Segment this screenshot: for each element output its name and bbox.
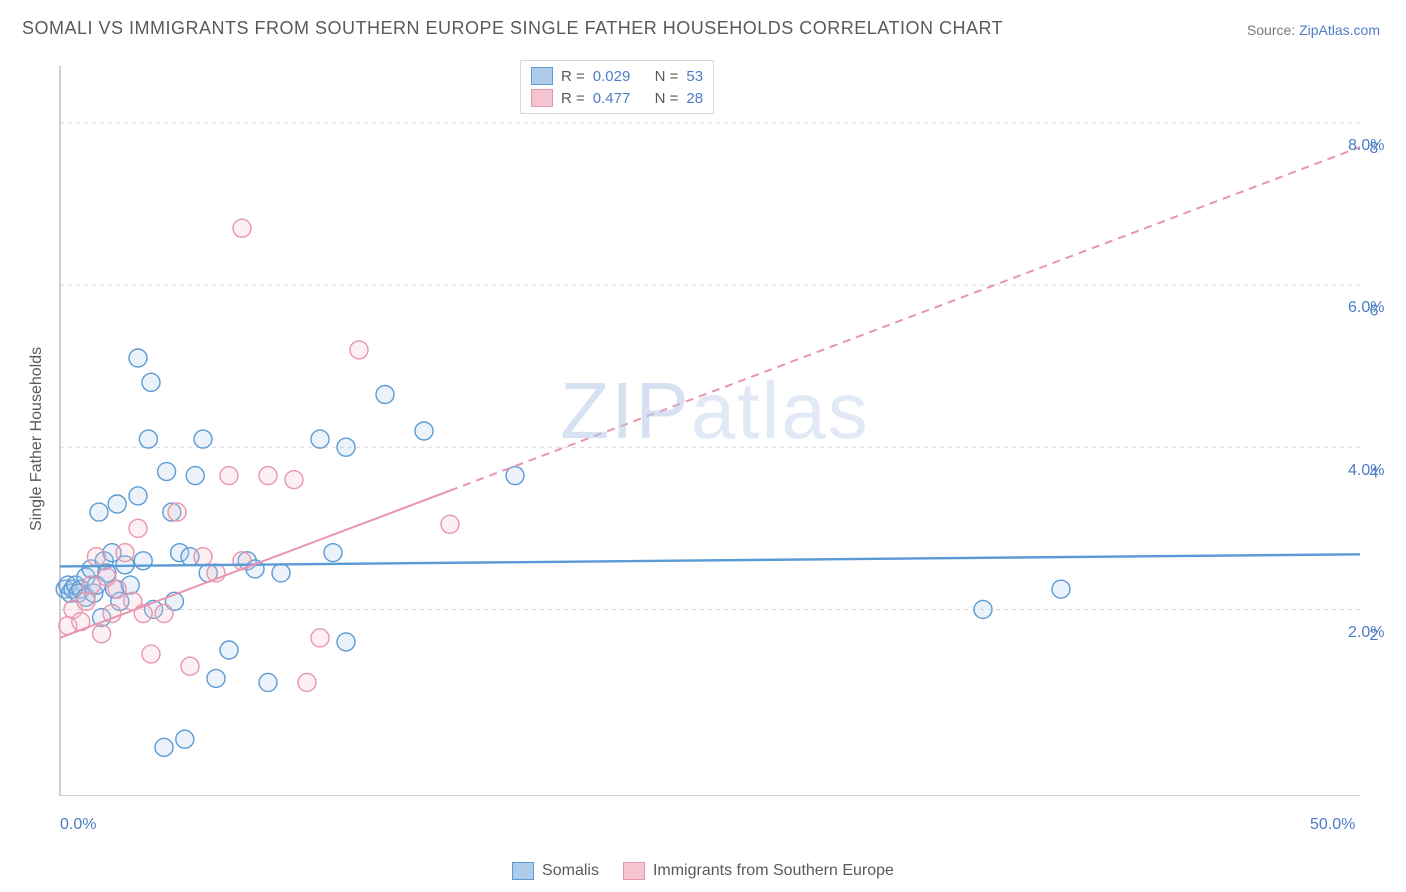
correlation-legend: R = 0.029 N = 53 R = 0.477 N = 28 xyxy=(520,60,714,114)
legend-swatch xyxy=(531,67,553,85)
legend-label: Somalis xyxy=(542,862,599,880)
n-label: N = xyxy=(655,90,679,107)
plot-area: ZIPatlas 2.0%4.0%6.0%8.0% R =0.029 N =53… xyxy=(50,56,1380,796)
legend-item: Immigrants from Southern Europe xyxy=(623,862,894,880)
series-legend: Somalis Immigrants from Southern Europe xyxy=(512,862,894,880)
n-value: 53 xyxy=(686,68,703,85)
y-tick-label: 8.0% xyxy=(1348,137,1384,155)
y-tick-label: 4.0% xyxy=(1348,462,1384,480)
x-tick-label: 0.0% xyxy=(60,816,96,834)
y-axis-label: Single Father Households xyxy=(28,347,46,531)
n-label: N = xyxy=(655,68,679,85)
source-attribution: Source: ZipAtlas.com xyxy=(1247,22,1380,38)
r-value: 0.029 xyxy=(593,68,631,85)
n-value: 28 xyxy=(686,90,703,107)
y-tick-label: 2.0% xyxy=(1348,624,1384,642)
scatter-chart-svg: 2.0%4.0%6.0%8.0% xyxy=(50,56,1380,796)
legend-stat-row: R = 0.477 N = 28 xyxy=(531,87,703,109)
chart-title: SOMALI VS IMMIGRANTS FROM SOUTHERN EUROP… xyxy=(22,18,1003,39)
source-prefix: Source: xyxy=(1247,22,1299,38)
r-label: R = xyxy=(561,90,585,107)
legend-label: Immigrants from Southern Europe xyxy=(653,862,894,880)
legend-swatch xyxy=(512,862,534,880)
source-link[interactable]: ZipAtlas.com xyxy=(1299,22,1380,38)
legend-swatch xyxy=(531,89,553,107)
legend-swatch xyxy=(623,862,645,880)
r-label: R = xyxy=(561,68,585,85)
legend-item: Somalis xyxy=(512,862,599,880)
x-tick-label: 50.0% xyxy=(1310,816,1355,834)
legend-stat-row: R = 0.029 N = 53 xyxy=(531,65,703,87)
r-value: 0.477 xyxy=(593,90,631,107)
y-tick-label: 6.0% xyxy=(1348,299,1384,317)
